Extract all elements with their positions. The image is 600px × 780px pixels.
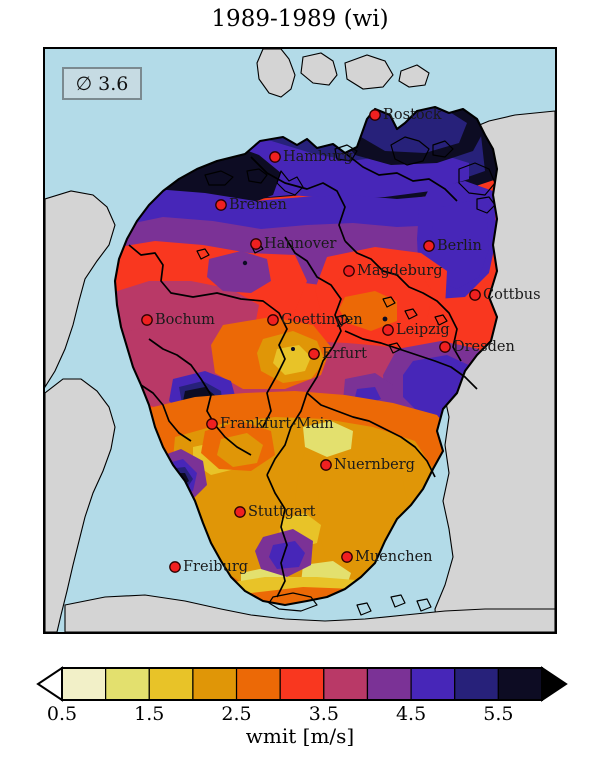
colorbar-swatch[interactable]	[235, 667, 281, 701]
average-badge: ∅ 3.6	[62, 67, 142, 100]
city-marker[interactable]: Hamburg	[269, 149, 353, 165]
city-marker[interactable]: Erfurt	[308, 346, 367, 362]
city-marker[interactable]: Hannover	[250, 236, 337, 252]
city-dot[interactable]	[469, 289, 481, 301]
map-canvas: Rostock Hamburg Bremen Hannover Berlin Magdeb…	[45, 49, 555, 632]
city-dot[interactable]	[169, 561, 181, 573]
colorbar-tick-label: 5.5	[483, 703, 513, 725]
city-label: Stuttgart	[248, 504, 316, 520]
city-label: Dresden	[453, 339, 515, 355]
city-marker[interactable]: Nuernberg	[320, 457, 415, 473]
city-marker[interactable]: Dresden	[439, 339, 515, 355]
colorbar-over-arrow	[541, 666, 568, 702]
city-marker[interactable]: Goettingen	[267, 312, 363, 328]
map-panel[interactable]: Rostock Hamburg Bremen Hannover Berlin Magdeb…	[43, 47, 557, 634]
city-dot[interactable]	[423, 240, 435, 252]
city-dot[interactable]	[234, 506, 246, 518]
colorbar-tick-label: 1.5	[134, 703, 164, 725]
city-label: Muenchen	[355, 549, 432, 565]
city-marker[interactable]: Bochum	[141, 312, 215, 328]
city-marker[interactable]: Rostock	[369, 107, 442, 123]
city-marker[interactable]: Cottbus	[469, 287, 541, 303]
city-dot[interactable]	[215, 199, 227, 211]
city-marker[interactable]: Magdeburg	[343, 263, 443, 279]
colorbar-frame	[61, 667, 543, 701]
city-dot[interactable]	[308, 348, 320, 360]
average-badge-text: ∅ 3.6	[75, 72, 129, 95]
colorbar-swatch[interactable]	[497, 667, 543, 701]
city-label: Cottbus	[483, 287, 541, 303]
city-dot[interactable]	[320, 459, 332, 471]
city-label: Nuernberg	[334, 457, 415, 473]
country-borders	[113, 105, 499, 607]
city-label: Erfurt	[322, 346, 367, 362]
city-label: Hannover	[264, 236, 336, 252]
city-dot[interactable]	[267, 314, 279, 326]
colorbar-tick-label: 2.5	[221, 703, 251, 725]
colorbar-under-arrow	[36, 666, 63, 702]
colorbar-swatch[interactable]	[323, 667, 369, 701]
neighbour-countries	[45, 49, 555, 632]
colorbar-swatch[interactable]	[279, 667, 325, 701]
city-marker[interactable]: Frankfurt-Main	[206, 416, 334, 432]
state-borders	[128, 152, 478, 598]
city-dot[interactable]	[206, 418, 218, 430]
city-marker[interactable]: Berlin	[423, 238, 482, 254]
page-title: 1989-1989 (wi)	[211, 6, 389, 32]
city-markers-group: Rostock Hamburg Bremen Hannover Berlin Magdeb…	[141, 107, 541, 575]
city-dot[interactable]	[439, 341, 451, 353]
city-marker[interactable]: Freiburg	[169, 559, 248, 575]
city-marker[interactable]: Stuttgart	[234, 504, 316, 520]
city-label: Bochum	[155, 312, 215, 328]
colorbar-swatch[interactable]	[61, 667, 107, 701]
city-label: Magdeburg	[357, 263, 442, 279]
city-label: Berlin	[437, 238, 482, 254]
city-dot[interactable]	[141, 314, 153, 326]
colorbar-tick-label: 4.5	[396, 703, 426, 725]
city-label: Bremen	[229, 197, 287, 213]
city-label: Rostock	[383, 107, 442, 123]
city-label: Hamburg	[283, 149, 353, 165]
colorbar-swatch[interactable]	[366, 667, 412, 701]
city-dot[interactable]	[382, 324, 394, 336]
city-label: Leipzig	[396, 322, 450, 338]
city-label: Frankfurt-Main	[220, 416, 334, 432]
city-label: Freiburg	[183, 559, 248, 575]
colorbar-panel: 0.5 1.5 2.5 3.5 4.5 5.5	[0, 660, 600, 780]
city-marker[interactable]: Bremen	[215, 197, 287, 213]
city-dot[interactable]	[369, 109, 381, 121]
colorbar-swatch[interactable]	[148, 667, 194, 701]
colorbar-axis-label: wmit [m/s]	[245, 724, 355, 748]
colorbar-swatch[interactable]	[105, 667, 150, 701]
city-marker[interactable]: Muenchen	[341, 549, 433, 565]
colorbar-tick-label: 0.5	[47, 703, 77, 725]
colorbar-swatches[interactable]	[36, 666, 568, 702]
coastlines-rivers	[196, 136, 496, 616]
colorbar-tick-label: 3.5	[309, 703, 339, 725]
city-dot[interactable]	[341, 551, 353, 563]
city-dot[interactable]	[343, 265, 355, 277]
colorbar-swatch[interactable]	[410, 667, 456, 701]
city-label: Goettingen	[281, 312, 363, 328]
city-marker[interactable]: Leipzig	[382, 322, 450, 338]
city-dot[interactable]	[250, 238, 262, 250]
city-dot[interactable]	[269, 151, 281, 163]
colorbar-swatch[interactable]	[192, 667, 238, 701]
colorbar-tick-labels: 0.5 1.5 2.5 3.5 4.5 5.5	[47, 703, 514, 725]
colorbar-canvas: 0.5 1.5 2.5 3.5 4.5 5.5	[36, 666, 568, 725]
colorbar-swatch[interactable]	[454, 667, 499, 701]
